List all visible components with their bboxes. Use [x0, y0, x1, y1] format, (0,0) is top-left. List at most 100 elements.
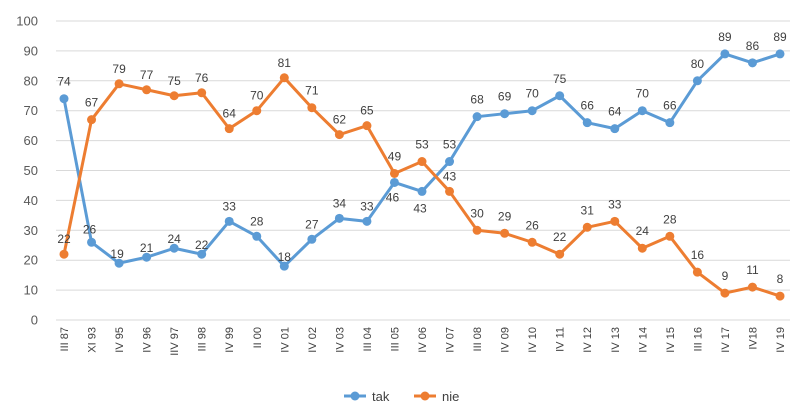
data-point-tak: [307, 234, 317, 244]
data-label-nie: 65: [360, 104, 374, 118]
data-point-tak: [59, 94, 69, 104]
series-layer: [59, 49, 785, 301]
data-point-nie: [334, 130, 344, 140]
x-tick-label: IV 96: [142, 327, 154, 353]
data-label-tak: 64: [608, 105, 622, 119]
legend-label: tak: [372, 389, 390, 404]
data-label-tak: 66: [663, 99, 677, 113]
data-point-nie: [59, 249, 69, 259]
x-axis: III 87 XI 93 IV 95 IV 96 IIV 97 III 98 IV 99 II…: [59, 327, 787, 356]
data-label-nie: 71: [305, 84, 319, 98]
legend-swatch-marker: [420, 391, 430, 401]
x-tick-label: IIV 97: [169, 327, 181, 356]
data-point-tak: [334, 213, 344, 223]
data-label-tak: 46: [386, 190, 400, 204]
data-point-tak: [775, 49, 785, 59]
data-label-tak: 19: [110, 247, 124, 261]
x-tick-label: IV 15: [665, 327, 677, 353]
data-point-tak: [610, 124, 620, 134]
data-point-tak: [362, 216, 372, 226]
data-label-nie: 43: [443, 169, 457, 183]
y-tick-label: 40: [24, 193, 38, 208]
data-label-tak: 33: [223, 199, 237, 213]
x-tick-label: IV 06: [417, 327, 429, 353]
x-tick-label: XI 93: [87, 327, 99, 353]
x-tick-label: IV 19: [775, 327, 787, 353]
data-point-nie: [142, 85, 152, 95]
y-tick-label: 10: [24, 283, 38, 298]
data-label-nie: 67: [85, 96, 99, 110]
x-tick-label: IV 01: [279, 327, 291, 353]
x-tick-label: III 05: [389, 327, 401, 351]
data-label-nie: 11: [746, 263, 759, 277]
data-point-nie: [197, 88, 207, 98]
y-tick-label: 80: [24, 73, 38, 88]
data-label-tak: 89: [718, 30, 732, 44]
data-point-tak: [472, 112, 482, 122]
data-label-tak: 74: [57, 75, 71, 89]
data-label-nie: 79: [112, 62, 126, 76]
grid-lines: [56, 20, 790, 321]
data-label-nie: 24: [636, 224, 650, 238]
data-label-nie: 70: [250, 89, 264, 103]
data-label-tak: 34: [333, 196, 347, 210]
legend: tak nie: [344, 389, 459, 404]
data-label-nie: 29: [498, 209, 512, 223]
data-point-nie: [417, 157, 427, 167]
data-point-nie: [500, 228, 510, 238]
data-label-tak: 53: [443, 138, 457, 152]
y-tick-label: 20: [24, 253, 38, 268]
y-tick-label: 90: [24, 43, 38, 58]
x-tick-label: IV 17: [720, 327, 732, 353]
data-point-nie: [527, 237, 537, 247]
data-label-nie: 22: [553, 230, 567, 244]
data-label-nie: 64: [223, 107, 237, 121]
data-point-tak: [637, 106, 647, 116]
data-point-nie: [445, 186, 455, 196]
data-labels: 74 26 19 21 24 22 33 28 18 27 34 33 46 43 53 68 69 70 75 66…: [57, 30, 787, 286]
data-label-tak: 75: [553, 72, 567, 86]
data-label-tak: 27: [305, 217, 319, 231]
data-point-tak: [582, 118, 592, 128]
data-label-nie: 76: [195, 71, 209, 85]
data-label-nie: 26: [525, 218, 539, 232]
data-label-tak: 89: [773, 30, 787, 44]
x-tick-label: III 08: [472, 327, 484, 351]
data-label-tak: 18: [278, 250, 292, 264]
data-point-nie: [114, 79, 124, 89]
data-point-nie: [582, 222, 592, 232]
data-point-tak: [747, 58, 757, 68]
data-point-nie: [252, 106, 262, 116]
x-tick-label: IV 11: [555, 327, 567, 352]
data-point-tak: [279, 261, 289, 271]
data-label-tak: 22: [195, 238, 209, 252]
y-tick-label: 0: [31, 313, 38, 328]
data-point-nie: [692, 267, 702, 277]
data-point-nie: [87, 115, 97, 125]
data-point-nie: [555, 249, 565, 259]
x-tick-label: IV 14: [637, 327, 649, 353]
data-point-tak: [142, 252, 152, 262]
data-label-tak: 80: [691, 57, 705, 71]
data-label-nie: 31: [581, 203, 595, 217]
x-tick-label: IV 02: [307, 327, 319, 353]
data-label-nie: 77: [140, 68, 154, 82]
x-tick-label: IV 95: [114, 327, 126, 353]
data-label-tak: 33: [360, 199, 374, 213]
data-label-tak: 70: [636, 87, 650, 101]
data-point-nie: [307, 103, 317, 113]
y-tick-label: 70: [24, 103, 38, 118]
x-tick-label: IV 10: [527, 327, 539, 353]
data-point-tak: [555, 91, 565, 101]
data-label-tak: 66: [581, 99, 595, 113]
data-point-nie: [279, 73, 289, 83]
data-point-nie: [169, 91, 179, 101]
data-label-tak: 69: [498, 90, 512, 104]
x-tick-label: III 98: [197, 327, 209, 351]
data-label-tak: 70: [525, 87, 539, 101]
data-label-nie: 33: [608, 197, 622, 211]
x-tick-label: III 16: [692, 327, 704, 351]
data-point-nie: [637, 243, 647, 253]
data-point-nie: [775, 291, 785, 301]
